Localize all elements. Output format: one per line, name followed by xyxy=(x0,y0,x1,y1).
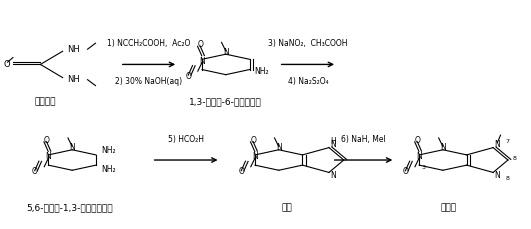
Text: 二甲基脲: 二甲基脲 xyxy=(35,98,56,106)
Text: 2) 30% NaOH(aq): 2) 30% NaOH(aq) xyxy=(115,77,183,86)
Text: N: N xyxy=(223,48,229,57)
Text: 1) NCCH₂COOH,  Ac₂O: 1) NCCH₂COOH, Ac₂O xyxy=(107,39,191,49)
Text: 4) Na₂S₂O₄: 4) Na₂S₂O₄ xyxy=(288,77,328,86)
Text: N: N xyxy=(330,171,336,180)
Text: N: N xyxy=(46,153,52,161)
Text: N: N xyxy=(276,143,281,152)
Text: O: O xyxy=(238,167,244,176)
Text: 5) HCO₂H: 5) HCO₂H xyxy=(168,135,204,144)
Text: O: O xyxy=(402,167,408,176)
Text: NH: NH xyxy=(67,75,80,84)
Text: N: N xyxy=(70,143,75,152)
Text: O: O xyxy=(44,136,49,145)
Text: O: O xyxy=(32,167,38,176)
Text: N: N xyxy=(330,140,336,149)
Text: 8: 8 xyxy=(512,156,516,161)
Text: 茶碑: 茶碑 xyxy=(281,203,292,212)
Text: O: O xyxy=(414,136,420,145)
Text: NH: NH xyxy=(67,45,80,54)
Text: 3) NaNO₂,  CH₃COOH: 3) NaNO₂, CH₃COOH xyxy=(268,39,348,49)
Text: 1,3-二甲基-6-氨基噄嘴啖: 1,3-二甲基-6-氨基噄嘴啖 xyxy=(190,98,262,106)
Text: N: N xyxy=(416,153,422,161)
Text: N: N xyxy=(252,153,258,161)
Text: 7: 7 xyxy=(506,139,509,144)
Text: O: O xyxy=(4,60,10,69)
Text: NH₂: NH₂ xyxy=(254,67,268,76)
Text: NH₂: NH₂ xyxy=(101,165,116,174)
Text: 3: 3 xyxy=(421,165,425,170)
Text: O: O xyxy=(197,40,203,49)
Text: O: O xyxy=(250,136,256,145)
Text: 咋啪因: 咋啪因 xyxy=(440,203,456,212)
Text: 5,6-二氨基-1,3-二甲基噄嘴啖: 5,6-二氨基-1,3-二甲基噄嘴啖 xyxy=(26,203,113,212)
Text: N: N xyxy=(495,171,501,180)
Text: N: N xyxy=(495,140,501,149)
Text: 8: 8 xyxy=(506,176,509,181)
Text: 6) NaH, MeI: 6) NaH, MeI xyxy=(341,135,386,144)
Text: H: H xyxy=(330,137,336,146)
Text: N: N xyxy=(199,57,205,66)
Text: O: O xyxy=(185,72,191,81)
Text: N: N xyxy=(440,143,446,152)
Text: NH₂: NH₂ xyxy=(101,146,116,155)
